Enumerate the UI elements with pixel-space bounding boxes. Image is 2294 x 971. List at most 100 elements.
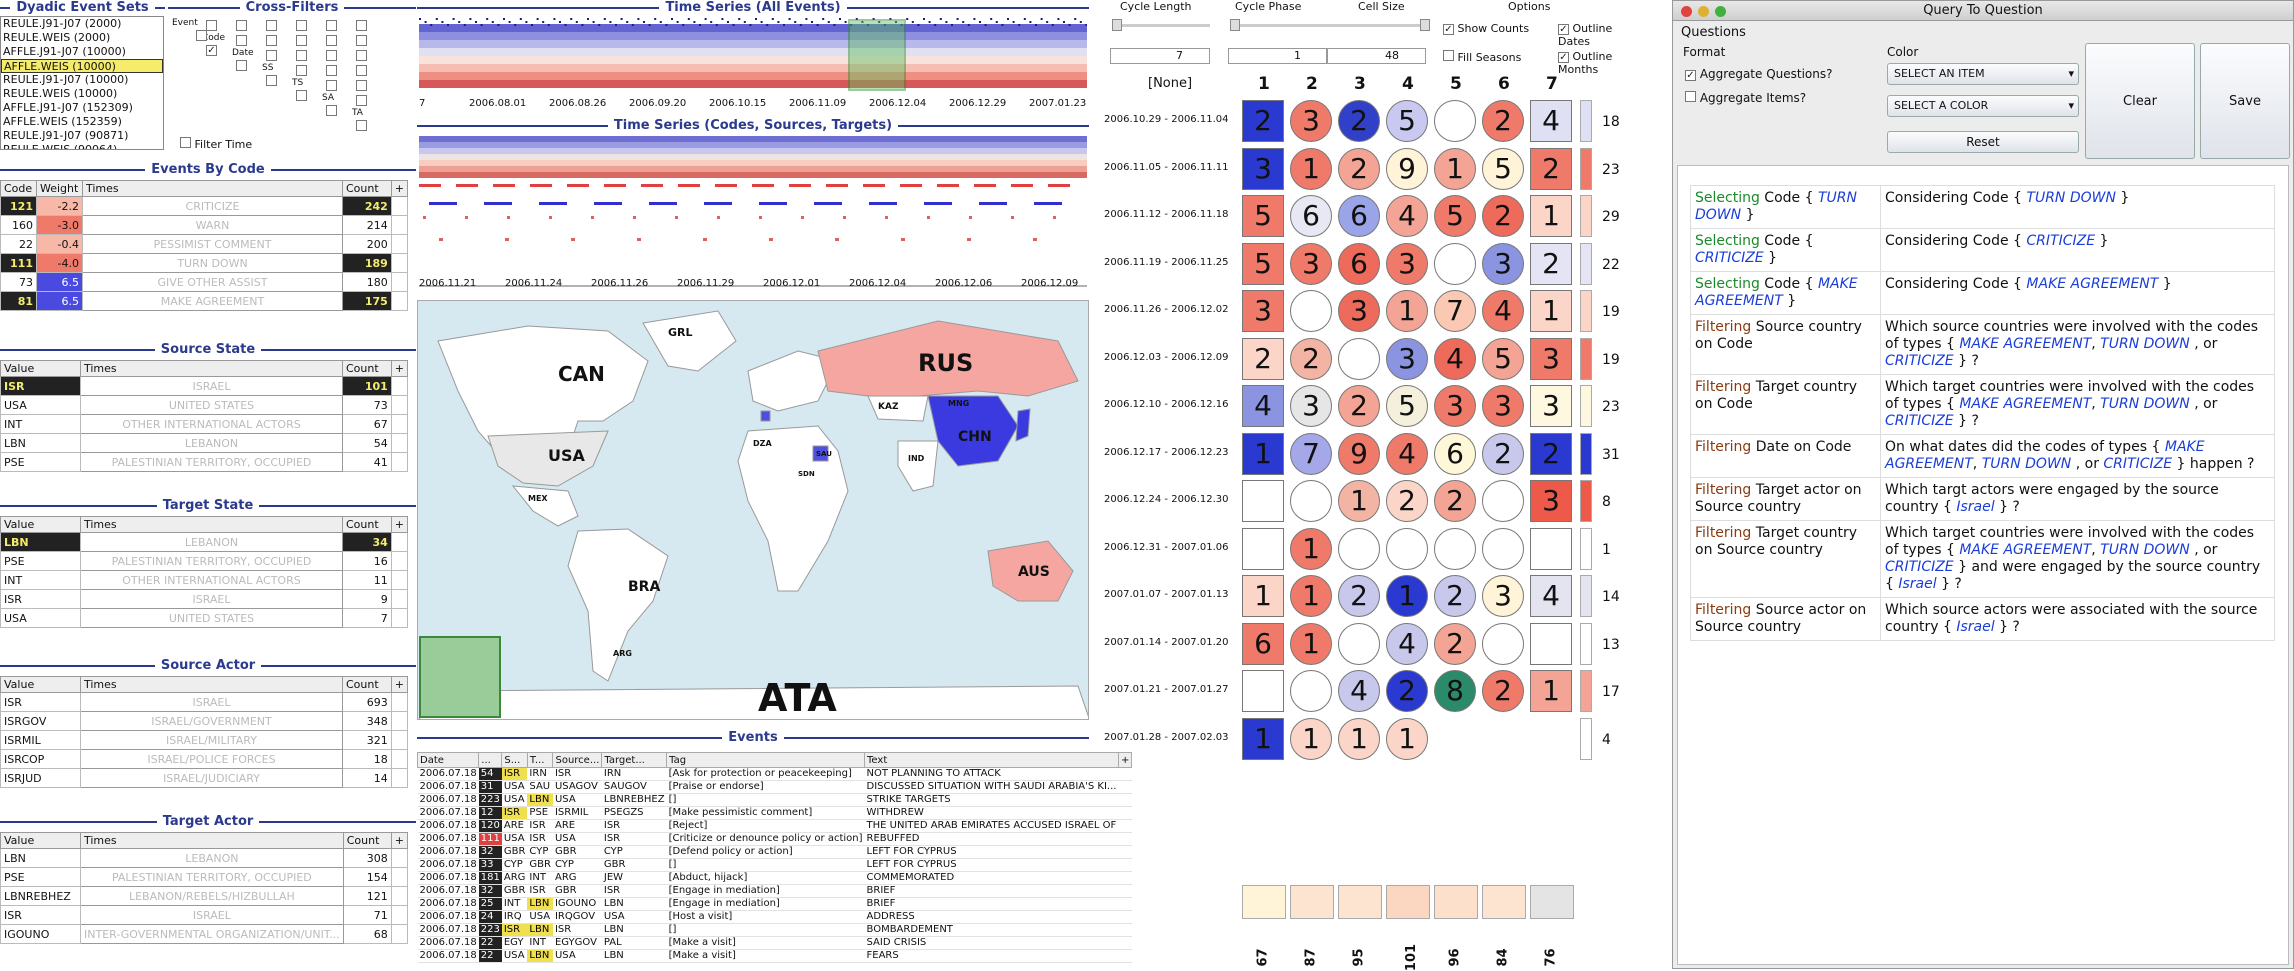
events-column-header[interactable]: Date	[416, 752, 480, 768]
table-row[interactable]: 73 6.5 GIVE OTHER ASSIST 180	[0, 272, 409, 292]
calendar-day-cell[interactable]: 4	[1528, 98, 1574, 142]
event-row[interactable]: 2006.07.18 22 USA LBN USA LBN [Make a visit] FE…	[417, 949, 1132, 963]
map-south-america[interactable]	[567, 528, 669, 682]
outline-dates-option[interactable]: ✓ Outline Dates	[1558, 22, 1640, 48]
map-israel[interactable]	[760, 410, 771, 422]
map-mexico[interactable]	[511, 485, 579, 527]
table-row[interactable]: 121 -2.2 CRITICIZE 242	[0, 196, 409, 216]
event-set-item[interactable]: REULE.WEIS (90064)	[3, 143, 118, 150]
events-column-header[interactable]: ...	[478, 752, 503, 768]
maximize-icon[interactable]	[1715, 6, 1726, 17]
question-row[interactable]: Filtering Source country on Code Which so…	[1690, 314, 2275, 375]
map-africa[interactable]	[737, 425, 849, 592]
events-column-header[interactable]: Source...	[552, 752, 603, 768]
calendar-day-cell[interactable]: 3	[1432, 383, 1478, 427]
save-button[interactable]: Save	[2200, 43, 2290, 159]
calendar-day-cell[interactable]: 3	[1480, 383, 1526, 427]
calendar-day-cell[interactable]	[1288, 668, 1334, 712]
calendar-day-cell[interactable]	[1336, 621, 1382, 665]
calendar-day-cell[interactable]: 2	[1336, 383, 1382, 427]
map-japan[interactable]	[1015, 408, 1031, 442]
question-row[interactable]: Filtering Target actor on Source country…	[1690, 477, 2275, 521]
calendar-day-cell[interactable]: 4	[1240, 383, 1286, 427]
table-row[interactable]: USA UNITED STATES 73	[0, 395, 409, 415]
calendar-day-cell[interactable]: 6	[1432, 431, 1478, 475]
time-series-all-chart[interactable]	[419, 16, 1087, 96]
calendar-day-cell[interactable]: 1	[1240, 716, 1286, 760]
events-column-header[interactable]: T...	[526, 752, 554, 768]
map-overview-inset[interactable]	[419, 636, 501, 718]
add-column-icon[interactable]: +	[390, 180, 409, 197]
calendar-day-cell[interactable]: 2	[1240, 336, 1286, 380]
calendar-day-cell[interactable]	[1288, 478, 1334, 522]
calendar-day-cell[interactable]: 2	[1384, 668, 1430, 712]
calendar-day-cell[interactable]: 2	[1480, 193, 1526, 237]
event-set-item[interactable]: REULE.J91-J07 (90871)	[3, 129, 129, 142]
calendar-day-cell[interactable]: 2	[1480, 98, 1526, 142]
column-header[interactable]: Value	[0, 832, 81, 849]
slider-thumb[interactable]	[1420, 19, 1430, 31]
calendar-day-cell[interactable]	[1528, 621, 1574, 665]
calendar-day-cell[interactable]: 1	[1240, 573, 1286, 617]
calendar-day-cell[interactable]: 1	[1288, 621, 1334, 665]
table-row[interactable]: ISR ISRAEL 693	[0, 692, 409, 712]
select-item-dropdown[interactable]: SELECT AN ITEM ▾	[1887, 63, 2079, 85]
column-header[interactable]: Weight	[36, 180, 83, 197]
calendar-day-cell[interactable]: 3	[1528, 478, 1574, 522]
table-row[interactable]: 160 -3.0 WARN 214	[0, 215, 409, 235]
table-row[interactable]: ISR ISRAEL 71	[0, 905, 409, 925]
table-row[interactable]: PSE PALESTINIAN TERRITORY, OCCUPIED 154	[0, 867, 409, 887]
map-kazakhstan[interactable]	[867, 395, 929, 422]
calendar-day-cell[interactable]	[1240, 478, 1286, 522]
column-header[interactable]: Times	[82, 180, 343, 197]
table-row[interactable]: INT OTHER INTERNATIONAL ACTORS 11	[0, 570, 409, 590]
calendar-day-cell[interactable]: 3	[1288, 98, 1334, 142]
calendar-day-cell[interactable]: 9	[1384, 146, 1430, 190]
calendar-day-cell[interactable]: 2	[1384, 478, 1430, 522]
calendar-day-cell[interactable]: 5	[1240, 241, 1286, 285]
cross-filter-checkbox[interactable]	[326, 50, 337, 61]
table-row[interactable]: ISRMIL ISRAEL/MILITARY 321	[0, 730, 409, 750]
event-set-item[interactable]: AFFLE.WEIS (152359)	[3, 115, 122, 128]
event-row[interactable]: 2006.07.18 32 GBR ISR GBR ISR [Engage in media…	[417, 884, 1132, 898]
table-row[interactable]: ISRGOV ISRAEL/GOVERNMENT 348	[0, 711, 409, 731]
question-row[interactable]: Filtering Source actor on Source country…	[1690, 597, 2275, 641]
table-row[interactable]: LBN LEBANON 34	[0, 532, 409, 552]
column-header[interactable]: Value	[0, 360, 81, 377]
cycle-phase-slider[interactable]	[1230, 19, 1328, 31]
filter-time-toggle[interactable]: Filter Time	[180, 137, 252, 151]
events-column-header[interactable]: Tag	[666, 752, 866, 768]
calendar-day-cell[interactable]: 6	[1288, 193, 1334, 237]
cross-filter-checkbox[interactable]	[296, 90, 307, 101]
calendar-day-cell[interactable]: 2	[1432, 573, 1478, 617]
event-set-item[interactable]: REULE.J91-J07 (10000)	[3, 73, 129, 86]
cell-size-spinner[interactable]: 48	[1326, 48, 1426, 64]
calendar-day-cell[interactable]: 2	[1432, 478, 1478, 522]
aggregate-questions-option[interactable]: ✓ Aggregate Questions?	[1685, 67, 1833, 81]
events-column-header[interactable]: Target...	[601, 752, 668, 768]
calendar-day-cell[interactable]: 3	[1336, 288, 1382, 332]
calendar-day-cell[interactable]: 2	[1528, 146, 1574, 190]
table-row[interactable]: ISR ISRAEL 9	[0, 589, 409, 609]
aggregate-items-option[interactable]: Aggregate Items?	[1685, 91, 1806, 105]
show-counts-checkbox[interactable]: ✓	[1443, 24, 1454, 35]
reset-button[interactable]: Reset	[1887, 131, 2079, 153]
column-header[interactable]: Count	[342, 516, 392, 533]
calendar-day-cell[interactable]: 2	[1432, 621, 1478, 665]
calendar-day-cell[interactable]: 8	[1432, 668, 1478, 712]
calendar-day-cell[interactable]: 5	[1480, 146, 1526, 190]
world-map[interactable]: GRL CAN USA RUS KAZ MNG CHN IND BRA AUS ATA ARG DZA S…	[417, 300, 1089, 720]
cross-filter-checkbox[interactable]	[296, 65, 307, 76]
column-header[interactable]: Value	[0, 676, 81, 693]
question-row[interactable]: Filtering Date on Code On what dates did …	[1690, 434, 2275, 478]
cross-filter-checkbox[interactable]	[236, 60, 247, 71]
cross-filter-checkbox[interactable]	[326, 105, 337, 116]
cross-filter-checkbox[interactable]	[266, 20, 277, 31]
calendar-day-cell[interactable]: 5	[1384, 383, 1430, 427]
cross-filter-checkbox[interactable]	[196, 30, 207, 41]
calendar-day-cell[interactable]: 9	[1336, 431, 1382, 475]
show-counts-option[interactable]: ✓ Show Counts	[1443, 22, 1529, 35]
cycle-phase-spinner[interactable]: 1	[1228, 48, 1328, 64]
cross-filter-checkbox[interactable]	[326, 65, 337, 76]
map-saudi[interactable]	[812, 445, 829, 462]
